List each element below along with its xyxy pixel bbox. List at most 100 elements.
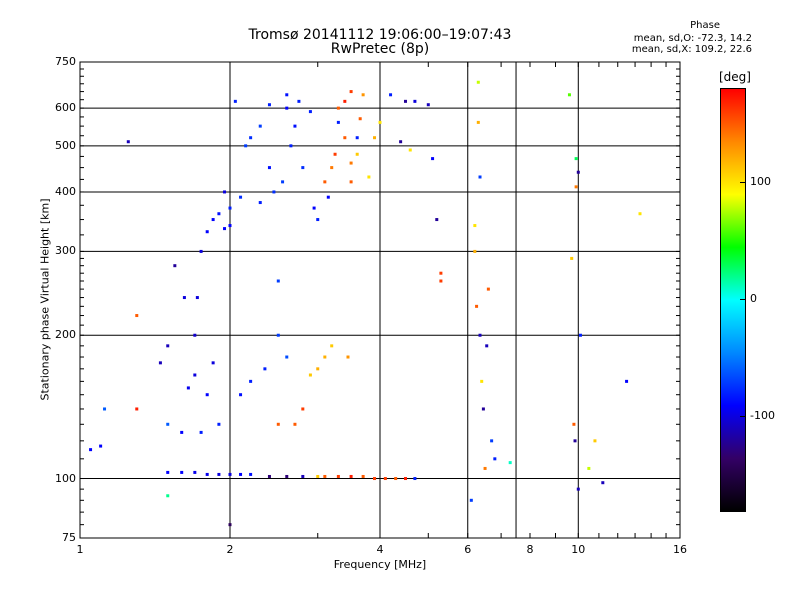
- data-point: [289, 144, 293, 148]
- data-point: [228, 206, 232, 210]
- data-point: [263, 367, 267, 371]
- y-tick-label: 300: [55, 244, 76, 258]
- data-point: [330, 344, 334, 348]
- data-point: [323, 474, 327, 478]
- data-point: [308, 110, 312, 114]
- data-point: [330, 166, 334, 170]
- data-point: [199, 249, 203, 253]
- data-point: [276, 279, 280, 283]
- data-point: [478, 175, 482, 179]
- data-point: [239, 195, 243, 199]
- data-point: [316, 367, 320, 371]
- data-point: [574, 185, 578, 189]
- x-tick-label: 2: [226, 543, 234, 556]
- data-point: [587, 466, 591, 470]
- data-point: [576, 487, 580, 491]
- data-point: [293, 124, 297, 128]
- data-point: [312, 206, 316, 210]
- data-point: [228, 523, 232, 527]
- data-point: [211, 218, 215, 222]
- data-point: [182, 296, 186, 300]
- data-point: [601, 481, 605, 485]
- data-point: [276, 422, 280, 426]
- y-tick-label: 200: [55, 328, 76, 342]
- data-point: [285, 93, 289, 97]
- data-point: [228, 224, 232, 228]
- data-point: [217, 422, 221, 426]
- data-point: [373, 136, 377, 140]
- data-point: [349, 161, 353, 165]
- data-point: [361, 474, 365, 478]
- data-point: [378, 120, 382, 124]
- data-point: [301, 407, 305, 411]
- data-point: [301, 166, 305, 170]
- y-axis-label: Stationary phase Virtual Height [km]: [38, 198, 52, 401]
- x-tick-label: 4: [376, 543, 384, 556]
- data-point: [244, 144, 248, 148]
- data-point: [166, 344, 170, 348]
- data-point: [413, 477, 417, 481]
- data-point: [267, 166, 271, 170]
- data-point: [166, 422, 170, 426]
- data-point: [89, 448, 93, 452]
- data-point: [426, 103, 430, 107]
- colorbar-tick-label: 100: [750, 174, 771, 188]
- data-point: [193, 373, 197, 377]
- colorbar-tick: [740, 299, 746, 300]
- data-point: [399, 140, 403, 144]
- data-point: [343, 99, 347, 103]
- data-point: [508, 461, 512, 465]
- data-point: [485, 344, 489, 348]
- data-point: [336, 474, 340, 478]
- data-point: [439, 279, 443, 283]
- data-point: [135, 407, 139, 411]
- phase-mean-x: mean, sd,X: 109.2, 22.6: [631, 44, 752, 55]
- data-point: [285, 106, 289, 110]
- data-point: [431, 157, 435, 161]
- data-point: [199, 430, 203, 434]
- data-point: [439, 271, 443, 275]
- data-point: [135, 314, 139, 318]
- data-point: [625, 379, 629, 383]
- y-tick-label: 750: [55, 55, 76, 68]
- data-point: [308, 373, 312, 377]
- data-point: [349, 474, 353, 478]
- data-point: [293, 422, 297, 426]
- colorbar-tick-label: -100: [750, 409, 775, 423]
- data-point: [193, 470, 197, 474]
- data-point: [475, 304, 479, 308]
- data-point: [593, 439, 597, 443]
- data-point: [326, 195, 330, 199]
- colorbar-tick-label: 0: [750, 292, 757, 305]
- data-point: [223, 227, 227, 231]
- data-point: [480, 379, 484, 383]
- data-point: [233, 99, 237, 103]
- data-point: [355, 152, 359, 156]
- data-point: [576, 170, 580, 174]
- data-point: [486, 287, 490, 291]
- data-point: [205, 393, 209, 397]
- data-point: [413, 99, 417, 103]
- data-point: [349, 180, 353, 184]
- data-point: [349, 90, 353, 94]
- data-point: [276, 333, 280, 337]
- data-point: [316, 218, 320, 222]
- data-point: [578, 333, 582, 337]
- data-point: [373, 477, 377, 481]
- data-point: [403, 99, 407, 103]
- data-point: [476, 80, 480, 84]
- data-point: [355, 136, 359, 140]
- data-point: [205, 230, 209, 234]
- data-point: [316, 474, 320, 478]
- data-point: [573, 439, 577, 443]
- x-tick-label: 1: [76, 543, 84, 556]
- data-point: [367, 175, 371, 179]
- data-point: [483, 466, 487, 470]
- data-point: [490, 439, 494, 443]
- data-point: [473, 249, 477, 253]
- data-point: [403, 477, 407, 481]
- colorbar-gradient: [721, 89, 745, 511]
- data-point: [567, 93, 571, 97]
- data-point: [195, 296, 199, 300]
